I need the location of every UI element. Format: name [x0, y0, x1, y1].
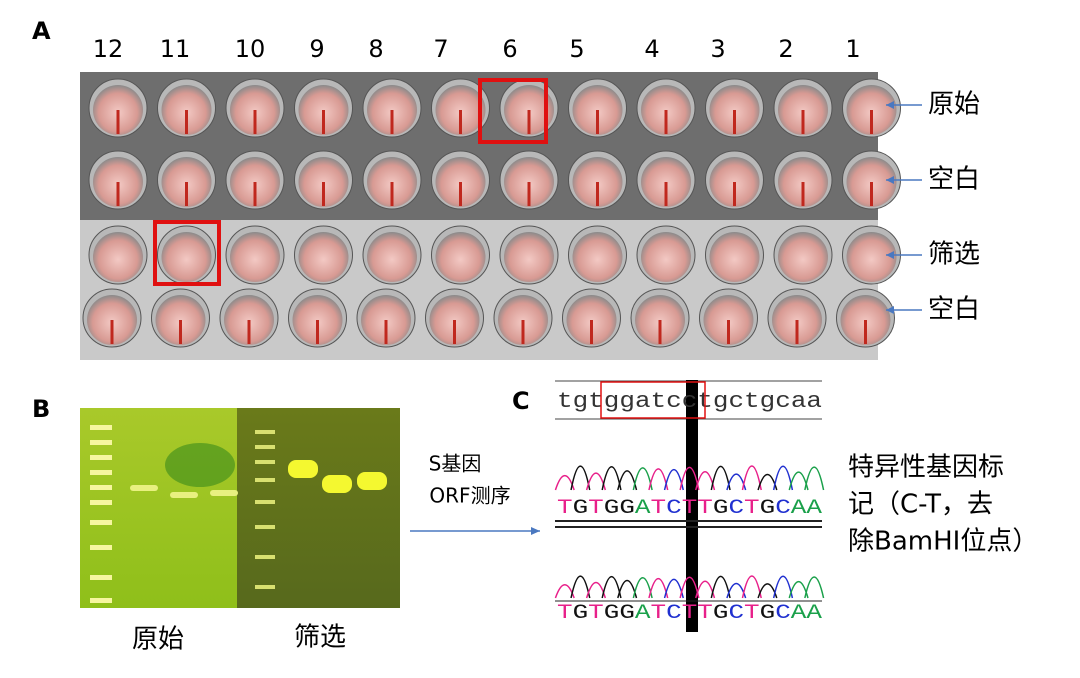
reference-sequence: tgtggatcctgctgcaa [557, 389, 822, 414]
peak [741, 575, 762, 599]
annotation: 特异性基因标 [848, 453, 1004, 483]
ladder-band [255, 460, 275, 464]
peak [570, 465, 591, 491]
row-label: 筛选 [928, 240, 980, 270]
row-label: 原始 [928, 90, 980, 120]
ladder-band [90, 425, 112, 430]
row-arrowhead [886, 306, 894, 314]
well-fill [778, 232, 828, 282]
well-fill [709, 232, 760, 282]
highlight-box [153, 220, 221, 286]
ladder-band [255, 430, 275, 434]
peak [741, 465, 762, 491]
column-label: 4 [644, 35, 659, 63]
column-label: 3 [710, 35, 725, 63]
ladder-band [90, 470, 112, 475]
peak [772, 575, 794, 599]
band [288, 460, 318, 478]
ladder-band [90, 520, 112, 525]
row-arrowhead [886, 251, 894, 259]
ladder-band [90, 598, 112, 603]
well-fill [161, 232, 212, 282]
gel-label: 筛选 [294, 623, 346, 653]
peak [679, 466, 700, 491]
column-label: 2 [778, 35, 793, 63]
column-label: 5 [569, 35, 584, 63]
well-fill [504, 232, 554, 282]
column-label: 11 [160, 35, 191, 63]
arrow-text: S基因 [429, 452, 482, 476]
ladder-band [90, 455, 112, 460]
chromatograms [554, 465, 825, 599]
row-arrowhead [886, 101, 894, 109]
column-label: 8 [368, 35, 383, 63]
row-arrowhead [886, 176, 894, 184]
ladder-band [90, 545, 112, 550]
band [322, 475, 352, 493]
panel-label: C [512, 387, 530, 415]
well-fill [572, 232, 623, 282]
ladder-band [255, 555, 275, 559]
row-label: 空白 [928, 165, 980, 195]
gel-smear [165, 443, 235, 487]
annotation: 除BamHI位点） [848, 527, 1038, 557]
well-fill [641, 232, 691, 282]
peak [804, 466, 825, 491]
ladder-band [255, 525, 275, 529]
ladder-band [90, 440, 112, 445]
ladder-band [255, 445, 275, 449]
arrow-text: ORF测序 [429, 484, 510, 508]
wells [82, 78, 901, 348]
ladder-band [90, 485, 112, 490]
highlight-box [478, 78, 548, 144]
annotation: 记（C-T，去 [848, 490, 993, 520]
well-fill [93, 232, 143, 282]
column-labels: 12 11 10 9 8 7 6 5 4 3 2 1 [93, 35, 861, 63]
site-bar [686, 380, 698, 632]
column-label: 10 [235, 35, 266, 63]
arrowhead [531, 527, 540, 535]
peak [570, 575, 591, 599]
peak [772, 465, 794, 491]
ladder-band [255, 478, 275, 482]
panel-label: B [32, 395, 50, 423]
gel-label: 原始 [132, 625, 184, 655]
well-fill [230, 232, 280, 282]
well-fill [435, 232, 486, 282]
gel-photo-right [237, 408, 400, 608]
well-fill [846, 232, 897, 282]
column-label: 9 [309, 35, 324, 63]
peak [804, 576, 825, 599]
gel-bands [90, 425, 387, 603]
column-label: 7 [433, 35, 448, 63]
row-label: 空白 [928, 295, 980, 325]
band [130, 485, 158, 491]
band [170, 492, 198, 498]
band [210, 490, 238, 496]
ladder-band [90, 575, 112, 580]
well-fill [298, 232, 349, 282]
ladder-band [255, 585, 275, 589]
column-label: 1 [845, 35, 860, 63]
peak [710, 465, 731, 491]
well-fill [367, 232, 417, 282]
ladder-band [255, 500, 275, 504]
column-label: 12 [93, 35, 124, 63]
band [357, 472, 387, 490]
site-box [600, 381, 706, 419]
panel-label: A [32, 17, 51, 45]
peak [710, 575, 731, 599]
column-label: 6 [502, 35, 517, 63]
ladder-band [90, 500, 112, 505]
